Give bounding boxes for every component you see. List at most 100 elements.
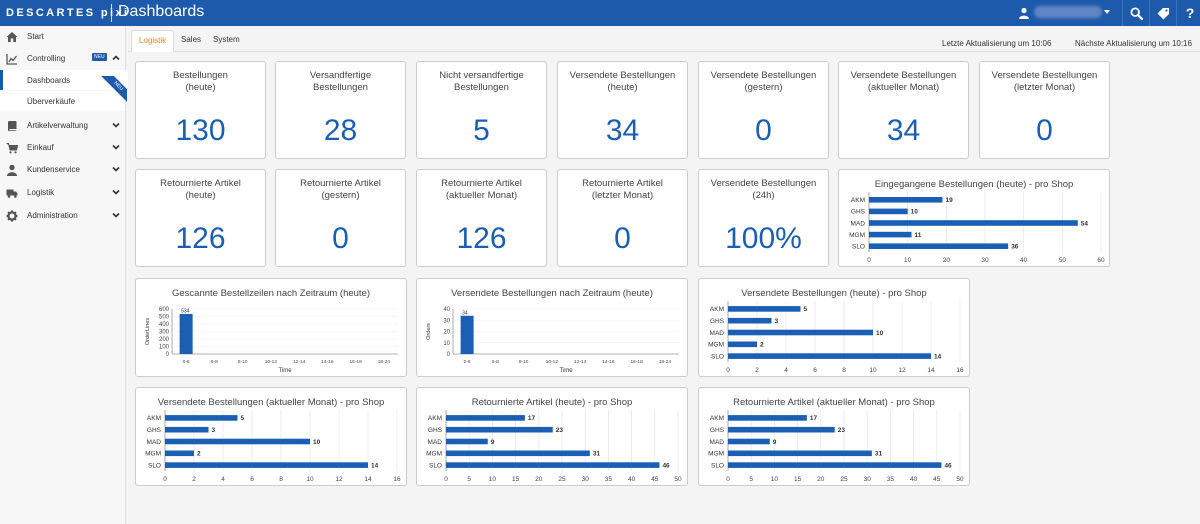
x-tick-label: 10 [904,257,912,264]
kpi-card: Retournierte Artikel (letzter Monat) 0 [557,169,688,267]
chevron-down-icon[interactable] [111,210,121,220]
bar [446,450,590,457]
tab-logistik[interactable]: Logistik [131,30,175,52]
tag-button[interactable] [1149,0,1176,26]
x-tick-label: 10 [489,476,497,483]
x-tick-label: 12-14 [574,359,587,365]
sidebar-item-label: Administration [27,211,78,220]
kpi-card: Retournierte Artikel (gestern) 0 [275,169,406,267]
data-label: 17 [528,415,536,422]
chevron-down-icon[interactable] [111,120,121,130]
kpi-title: Versendete Bestellungen (aktueller Monat… [850,70,957,93]
bar [869,208,908,215]
tab-system[interactable]: System [213,35,240,44]
x-tick-label: 10-12 [546,359,559,365]
sidebar-item-artikelverwaltung[interactable]: Artikelverwaltung [0,115,125,137]
chart-title: Eingegangene Bestellungen (heute) - pro … [874,179,1074,190]
data-label: 9 [773,439,777,446]
bar [165,450,194,457]
data-label: 54 [1081,220,1089,227]
chart-card: Retournierte Artikel (heute) - pro Shop … [416,387,688,486]
y-tick-label: 20 [443,330,450,336]
sidebar-item-ueberverkaeufe[interactable]: Überverkäufe [0,91,125,111]
chart-icon [6,54,18,65]
data-label: 11 [915,232,922,239]
chevron-up-icon[interactable] [111,53,121,63]
help-label: ? [1185,5,1195,21]
sidebar-item-einkauf[interactable]: Einkauf [0,137,125,159]
sidebar-item-logistik[interactable]: Logistik [0,182,125,204]
kpi-card: Versendete Bestellungen (letzter Monat) … [979,61,1110,159]
kpi-value: 126 [456,222,507,255]
brand-logo[interactable]: DESCARTES pixi [6,7,130,19]
x-tick-label: 35 [887,476,895,483]
data-label: 14 [934,353,942,360]
data-label: 17 [810,415,818,422]
kpi-title: Versendete Bestellungen (gestern) [710,70,817,93]
bar [446,438,488,445]
kpi-card: Versendete Bestellungen (heute) 34 [557,61,688,159]
kpi-title: Retournierte Artikel (aktueller Monat) [441,178,522,201]
user-name[interactable] [1034,6,1102,18]
x-tick-label: 25 [558,476,566,483]
kpi-title: Versendete Bestellungen (heute) [569,70,676,93]
bar [728,462,942,468]
x-tick-label: 16 [956,367,964,374]
y-axis-label: Orders [426,323,432,340]
sidebar-item-start[interactable]: Start [0,26,125,48]
bar [728,438,770,445]
y-tick-label: MGM [708,342,724,349]
data-label: 9 [491,439,495,446]
x-tick-label: 18-24 [378,359,391,365]
y-tick-label: SLO [711,353,724,360]
help-button[interactable]: ? [1176,0,1200,26]
chart-card: Retournierte Artikel (aktueller Monat) -… [698,387,970,486]
x-tick-label: 0-6 [464,359,471,365]
x-tick-label: 20 [535,476,543,483]
kpi-title: Versendete Bestellungen (letzter Monat) [991,70,1098,93]
x-tick-label: 40 [1020,257,1028,264]
chart: 0 5 10 15 20 25 30 35 40 45 50 AKM 17 GHS 23 MAD 9 MGM 31 S… [426,410,682,483]
user-icon[interactable] [1018,7,1030,19]
x-tick-label: 0-6 [183,359,190,365]
bar [869,231,912,238]
y-tick-label: MAD [710,439,725,446]
bar [179,313,193,354]
brand-divider [111,4,112,22]
data-label: 23 [556,427,564,434]
data-label: 3 [212,427,216,434]
sidebar-item-administration[interactable]: Administration [0,205,125,227]
chevron-down-icon[interactable] [111,164,121,174]
sidebar-item-controlling[interactable]: Controlling NEU [0,48,125,70]
x-tick-label: 20 [817,476,825,483]
chart-card: Eingegangene Bestellungen (heute) - pro … [838,169,1110,267]
search-button[interactable] [1122,0,1149,26]
y-tick-label: SLO [429,462,442,469]
data-label: 31 [875,451,883,458]
x-tick-label: 16-18 [349,359,362,365]
kpi-value: 5 [473,114,490,147]
data-label: 23 [838,427,846,434]
sidebar-item-kundenservice[interactable]: Kundenservice [0,159,125,181]
x-tick-label: 2 [192,476,196,483]
x-tick-label: 6-8 [211,359,218,365]
data-label: 10 [911,209,919,216]
y-tick-label: 500 [159,315,170,321]
chart: 0 10 20 30 40 50 60 AKM 19 GHS 10 MAD 54 MGM 11 SLO 36 [849,192,1105,264]
chevron-down-icon[interactable] [1104,10,1110,14]
x-tick-label: 25 [840,476,848,483]
x-tick-label: 6 [813,367,817,374]
chart-title: Versendete Bestellungen (heute) - pro Sh… [741,288,927,299]
chevron-down-icon[interactable] [111,187,121,197]
chevron-down-icon[interactable] [111,142,121,152]
y-tick-label: 0 [166,352,170,358]
sidebar-item-dashboards[interactable]: Dashboards [0,70,128,90]
kpi-value: 126 [175,222,226,255]
data-label: 36 [1011,244,1019,251]
bar [460,315,474,354]
tab-sales[interactable]: Sales [181,35,202,44]
sidebar-item-label: Logistik [27,188,55,197]
data-label: 14 [371,462,379,469]
chart-card: Versendete Bestellungen (aktueller Monat… [135,387,407,486]
data-label: 10 [876,330,884,337]
